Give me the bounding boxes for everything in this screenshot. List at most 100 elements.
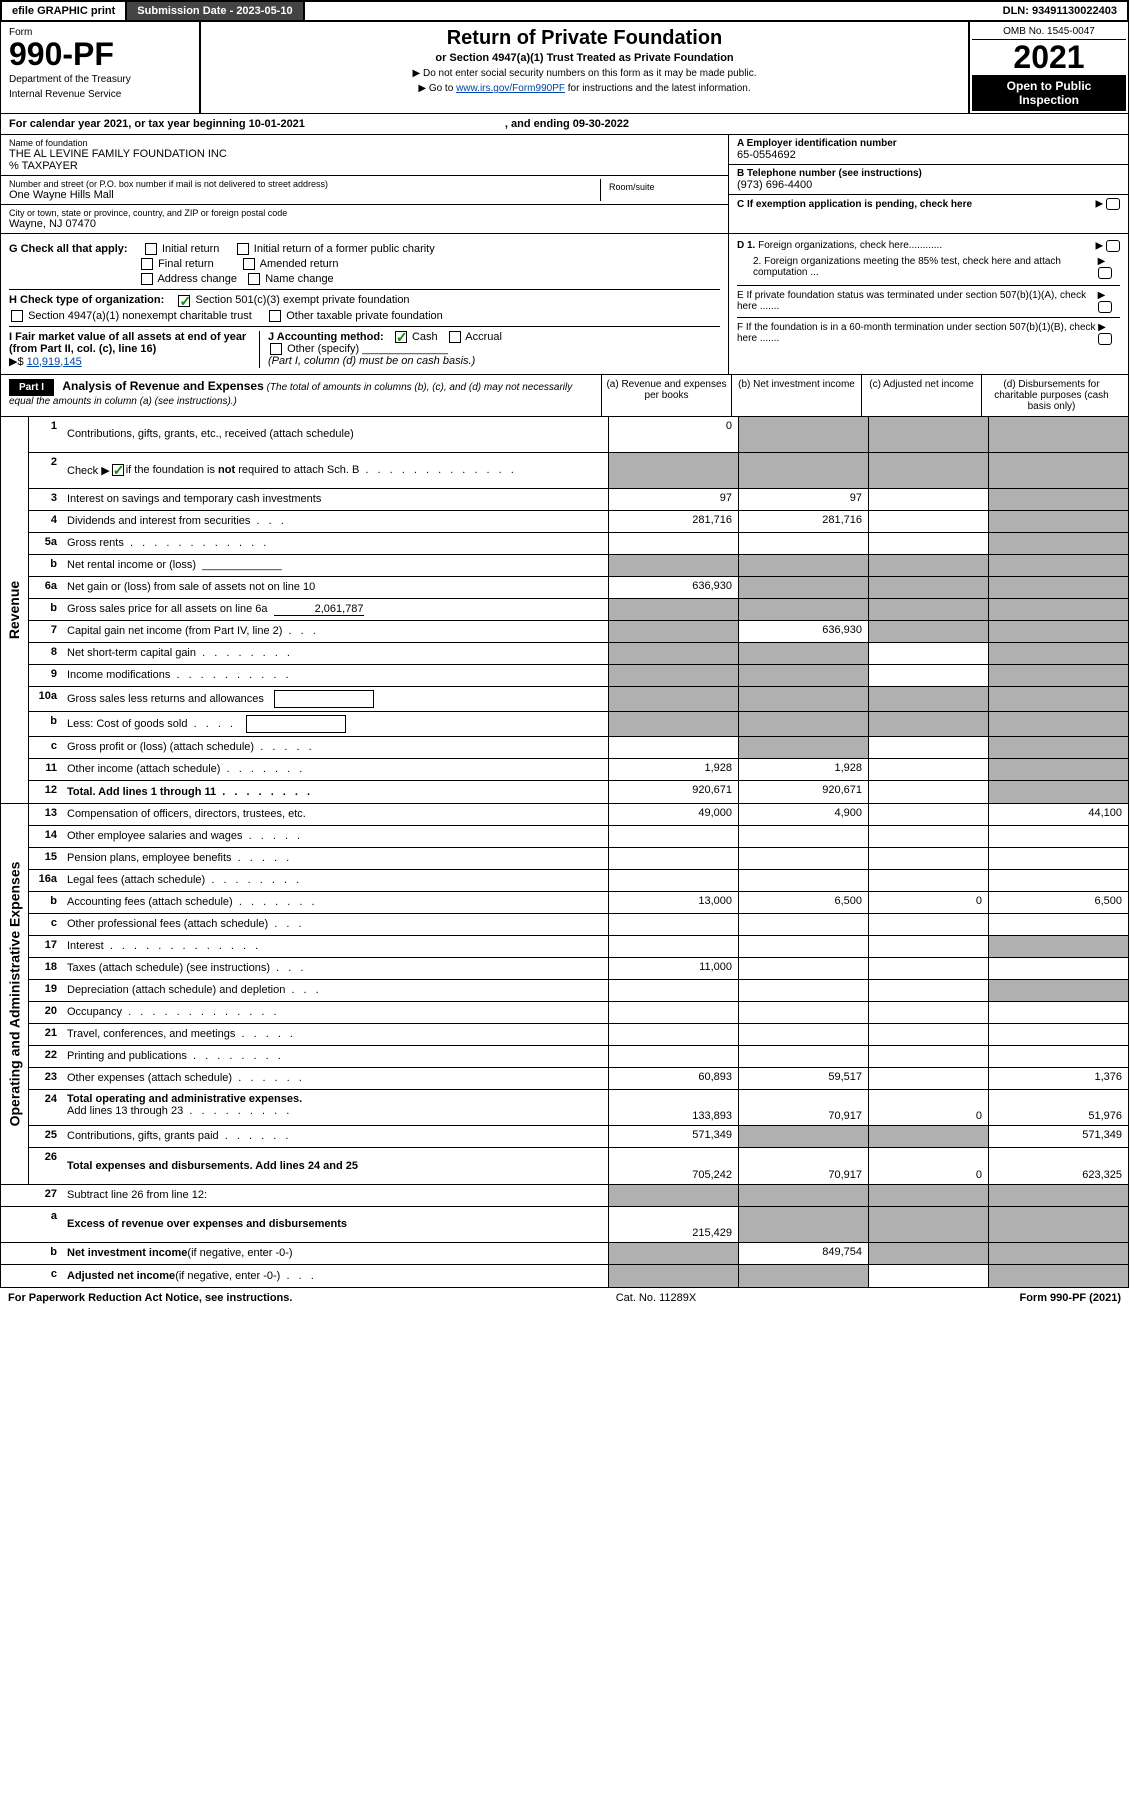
- ein: 65-0554692: [737, 149, 1120, 161]
- l6b-input[interactable]: [274, 603, 364, 616]
- line-5a: Gross rents: [67, 537, 124, 549]
- j-other-checkbox[interactable]: [270, 343, 282, 355]
- g-final: Final return: [158, 258, 214, 270]
- line-27c: Adjusted net income: [67, 1270, 175, 1282]
- open-public-1: Open to Public: [976, 79, 1122, 93]
- g-label: G Check all that apply:: [9, 243, 128, 255]
- tax-year: 2021: [972, 40, 1126, 75]
- line-6a: Net gain or (loss) from sale of assets n…: [63, 577, 608, 598]
- g-address: Address change: [157, 273, 237, 285]
- line-18: Taxes (attach schedule) (see instruction…: [67, 962, 270, 974]
- irs-link[interactable]: www.irs.gov/Form990PF: [456, 83, 565, 94]
- l23-d: 1,376: [988, 1068, 1128, 1089]
- line-22: Printing and publications: [67, 1050, 187, 1062]
- line-11: Other income (attach schedule): [67, 763, 220, 775]
- g-initial-former-checkbox[interactable]: [237, 243, 249, 255]
- l27b-b: 849,754: [738, 1243, 868, 1264]
- line-27: Subtract line 26 from line 12:: [63, 1185, 608, 1206]
- footer-center: Cat. No. 11289X: [616, 1292, 697, 1304]
- j-accrual-checkbox[interactable]: [449, 331, 461, 343]
- col-b-header: (b) Net investment income: [731, 375, 861, 416]
- d1-text: Foreign organizations, check here.......…: [758, 240, 942, 251]
- l6a-a: 636,930: [608, 577, 738, 598]
- line-27b: Net investment income: [67, 1247, 187, 1259]
- line-13: Compensation of officers, directors, tru…: [63, 804, 608, 825]
- line-1: Contributions, gifts, grants, etc., rece…: [63, 417, 608, 452]
- c-checkbox[interactable]: [1106, 198, 1120, 210]
- h-4947-checkbox[interactable]: [11, 310, 23, 322]
- h-other-checkbox[interactable]: [269, 310, 281, 322]
- g-final-checkbox[interactable]: [141, 258, 153, 270]
- form-subtitle: or Section 4947(a)(1) Trust Treated as P…: [206, 52, 963, 64]
- part1-label: Part I: [9, 379, 54, 396]
- l13-d: 44,100: [988, 804, 1128, 825]
- inst2-prefix: ▶ Go to: [418, 83, 456, 94]
- l26-b: 70,917: [738, 1148, 868, 1184]
- j-accrual: Accrual: [465, 331, 502, 343]
- l4-a: 281,716: [608, 511, 738, 532]
- g-amended-checkbox[interactable]: [243, 258, 255, 270]
- l24-d: 51,976: [988, 1090, 1128, 1125]
- open-public-2: Inspection: [976, 93, 1122, 107]
- line-25: Contributions, gifts, grants paid: [67, 1130, 219, 1142]
- f-checkbox[interactable]: [1098, 333, 1112, 345]
- l16b-c: 0: [868, 892, 988, 913]
- g-name: Name change: [265, 273, 334, 285]
- c-label: C If exemption application is pending, c…: [737, 199, 972, 210]
- g-amended: Amended return: [260, 258, 339, 270]
- phone: (973) 696-4400: [737, 179, 1120, 191]
- phone-label: B Telephone number (see instructions): [737, 168, 1120, 179]
- l16b-a: 13,000: [608, 892, 738, 913]
- l27a-a: 215,429: [608, 1207, 738, 1242]
- l12-a: 920,671: [608, 781, 738, 803]
- j-cash: Cash: [412, 331, 438, 343]
- line-24: Total operating and administrative expen…: [67, 1093, 302, 1105]
- line-4: Dividends and interest from securities: [67, 515, 250, 527]
- l26-d: 623,325: [988, 1148, 1128, 1184]
- f-text: F If the foundation is in a 60-month ter…: [737, 322, 1098, 345]
- i-amount[interactable]: 10,919,145: [27, 356, 82, 368]
- i-label: I Fair market value of all assets at end…: [9, 331, 246, 355]
- h-other: Other taxable private foundation: [286, 310, 443, 322]
- taxpayer: % TAXPAYER: [9, 160, 720, 172]
- street-address: One Wayne Hills Mall: [9, 189, 600, 201]
- calendar-year-row: For calendar year 2021, or tax year begi…: [0, 114, 1129, 135]
- j-cash-checkbox[interactable]: [395, 331, 407, 343]
- line-27a: Excess of revenue over expenses and disb…: [63, 1207, 608, 1242]
- l3-b: 97: [738, 489, 868, 510]
- d2-checkbox[interactable]: [1098, 267, 1112, 279]
- l26-a: 705,242: [608, 1148, 738, 1184]
- line-17: Interest: [67, 940, 104, 952]
- revenue-side-label: Revenue: [1, 417, 29, 803]
- l3-a: 97: [608, 489, 738, 510]
- line-21: Travel, conferences, and meetings: [67, 1028, 235, 1040]
- line-14: Other employee salaries and wages: [67, 830, 242, 842]
- d1-checkbox[interactable]: [1106, 240, 1120, 252]
- line-20: Occupancy: [67, 1006, 122, 1018]
- line-8: Net short-term capital gain: [67, 647, 196, 659]
- inst2-suffix: for instructions and the latest informat…: [565, 83, 751, 94]
- l2-checkbox[interactable]: [112, 464, 124, 476]
- g-initial-checkbox[interactable]: [145, 243, 157, 255]
- g-name-checkbox[interactable]: [248, 273, 260, 285]
- j-note: (Part I, column (d) must be on cash basi…: [268, 355, 475, 367]
- line-3: Interest on savings and temporary cash i…: [63, 489, 608, 510]
- efile-label[interactable]: efile GRAPHIC print: [2, 2, 127, 20]
- e-checkbox[interactable]: [1098, 301, 1112, 313]
- h-501c3-checkbox[interactable]: [178, 295, 190, 307]
- line-23: Other expenses (attach schedule): [67, 1072, 232, 1084]
- submission-date: Submission Date - 2023-05-10: [127, 2, 304, 20]
- line-10c: Gross profit or (loss) (attach schedule): [67, 741, 254, 753]
- l4-b: 281,716: [738, 511, 868, 532]
- room-label: Room/suite: [609, 182, 712, 192]
- l26-c: 0: [868, 1148, 988, 1184]
- city-label: City or town, state or province, country…: [9, 208, 720, 218]
- dept-irs: Internal Revenue Service: [9, 89, 191, 100]
- addr-label: Number and street (or P.O. box number if…: [9, 179, 600, 189]
- l7-b: 636,930: [738, 621, 868, 642]
- j-other: Other (specify): [287, 343, 359, 355]
- col-a-header: (a) Revenue and expenses per books: [601, 375, 731, 416]
- l24-c: 0: [868, 1090, 988, 1125]
- g-address-checkbox[interactable]: [141, 273, 153, 285]
- l18-a: 11,000: [608, 958, 738, 979]
